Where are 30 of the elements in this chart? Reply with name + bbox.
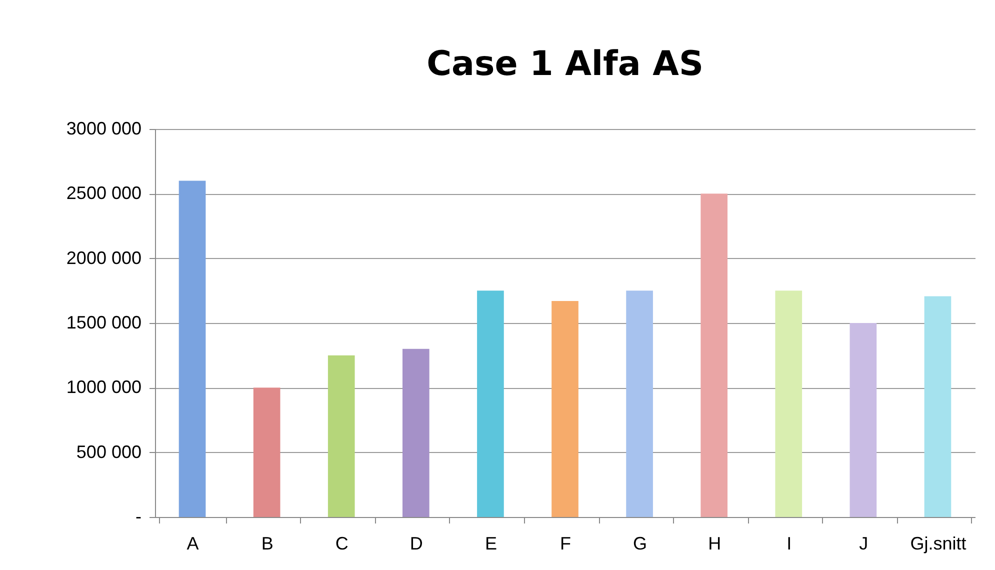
bar [924,296,952,517]
y-tick-label: 2000 000 [66,248,142,268]
x-tick-label: E [484,534,497,554]
bar [700,194,728,517]
x-tick-label: F [560,534,571,554]
bar [477,290,504,517]
bar [328,355,355,517]
x-tick-label: A [186,534,199,554]
x-tick-label: J [859,534,868,554]
x-tick-label: I [786,534,792,554]
bar [178,180,206,517]
bar [402,348,430,517]
y-tick-label: 1000 000 [66,377,142,398]
x-tick-label: B [261,534,274,554]
y-tick-label: 2500 000 [66,183,142,204]
x-tick-label: Gj.snitt [910,534,966,554]
bar [775,290,802,517]
x-tick-label: D [410,534,423,554]
chart-title: Case 1 Alfa AS [426,44,704,84]
y-tick-label: 500 000 [76,442,142,462]
y-tick-label: 3000 000 [66,118,142,138]
y-tick-label: 1500 000 [66,312,142,332]
bar [626,290,653,517]
bar [850,323,877,517]
bar [552,301,578,517]
bar [253,388,280,517]
x-tick-label: G [633,534,648,554]
x-tick-label: C [335,534,348,554]
y-tick-label: - [136,506,142,526]
x-tick-label: H [708,534,722,554]
